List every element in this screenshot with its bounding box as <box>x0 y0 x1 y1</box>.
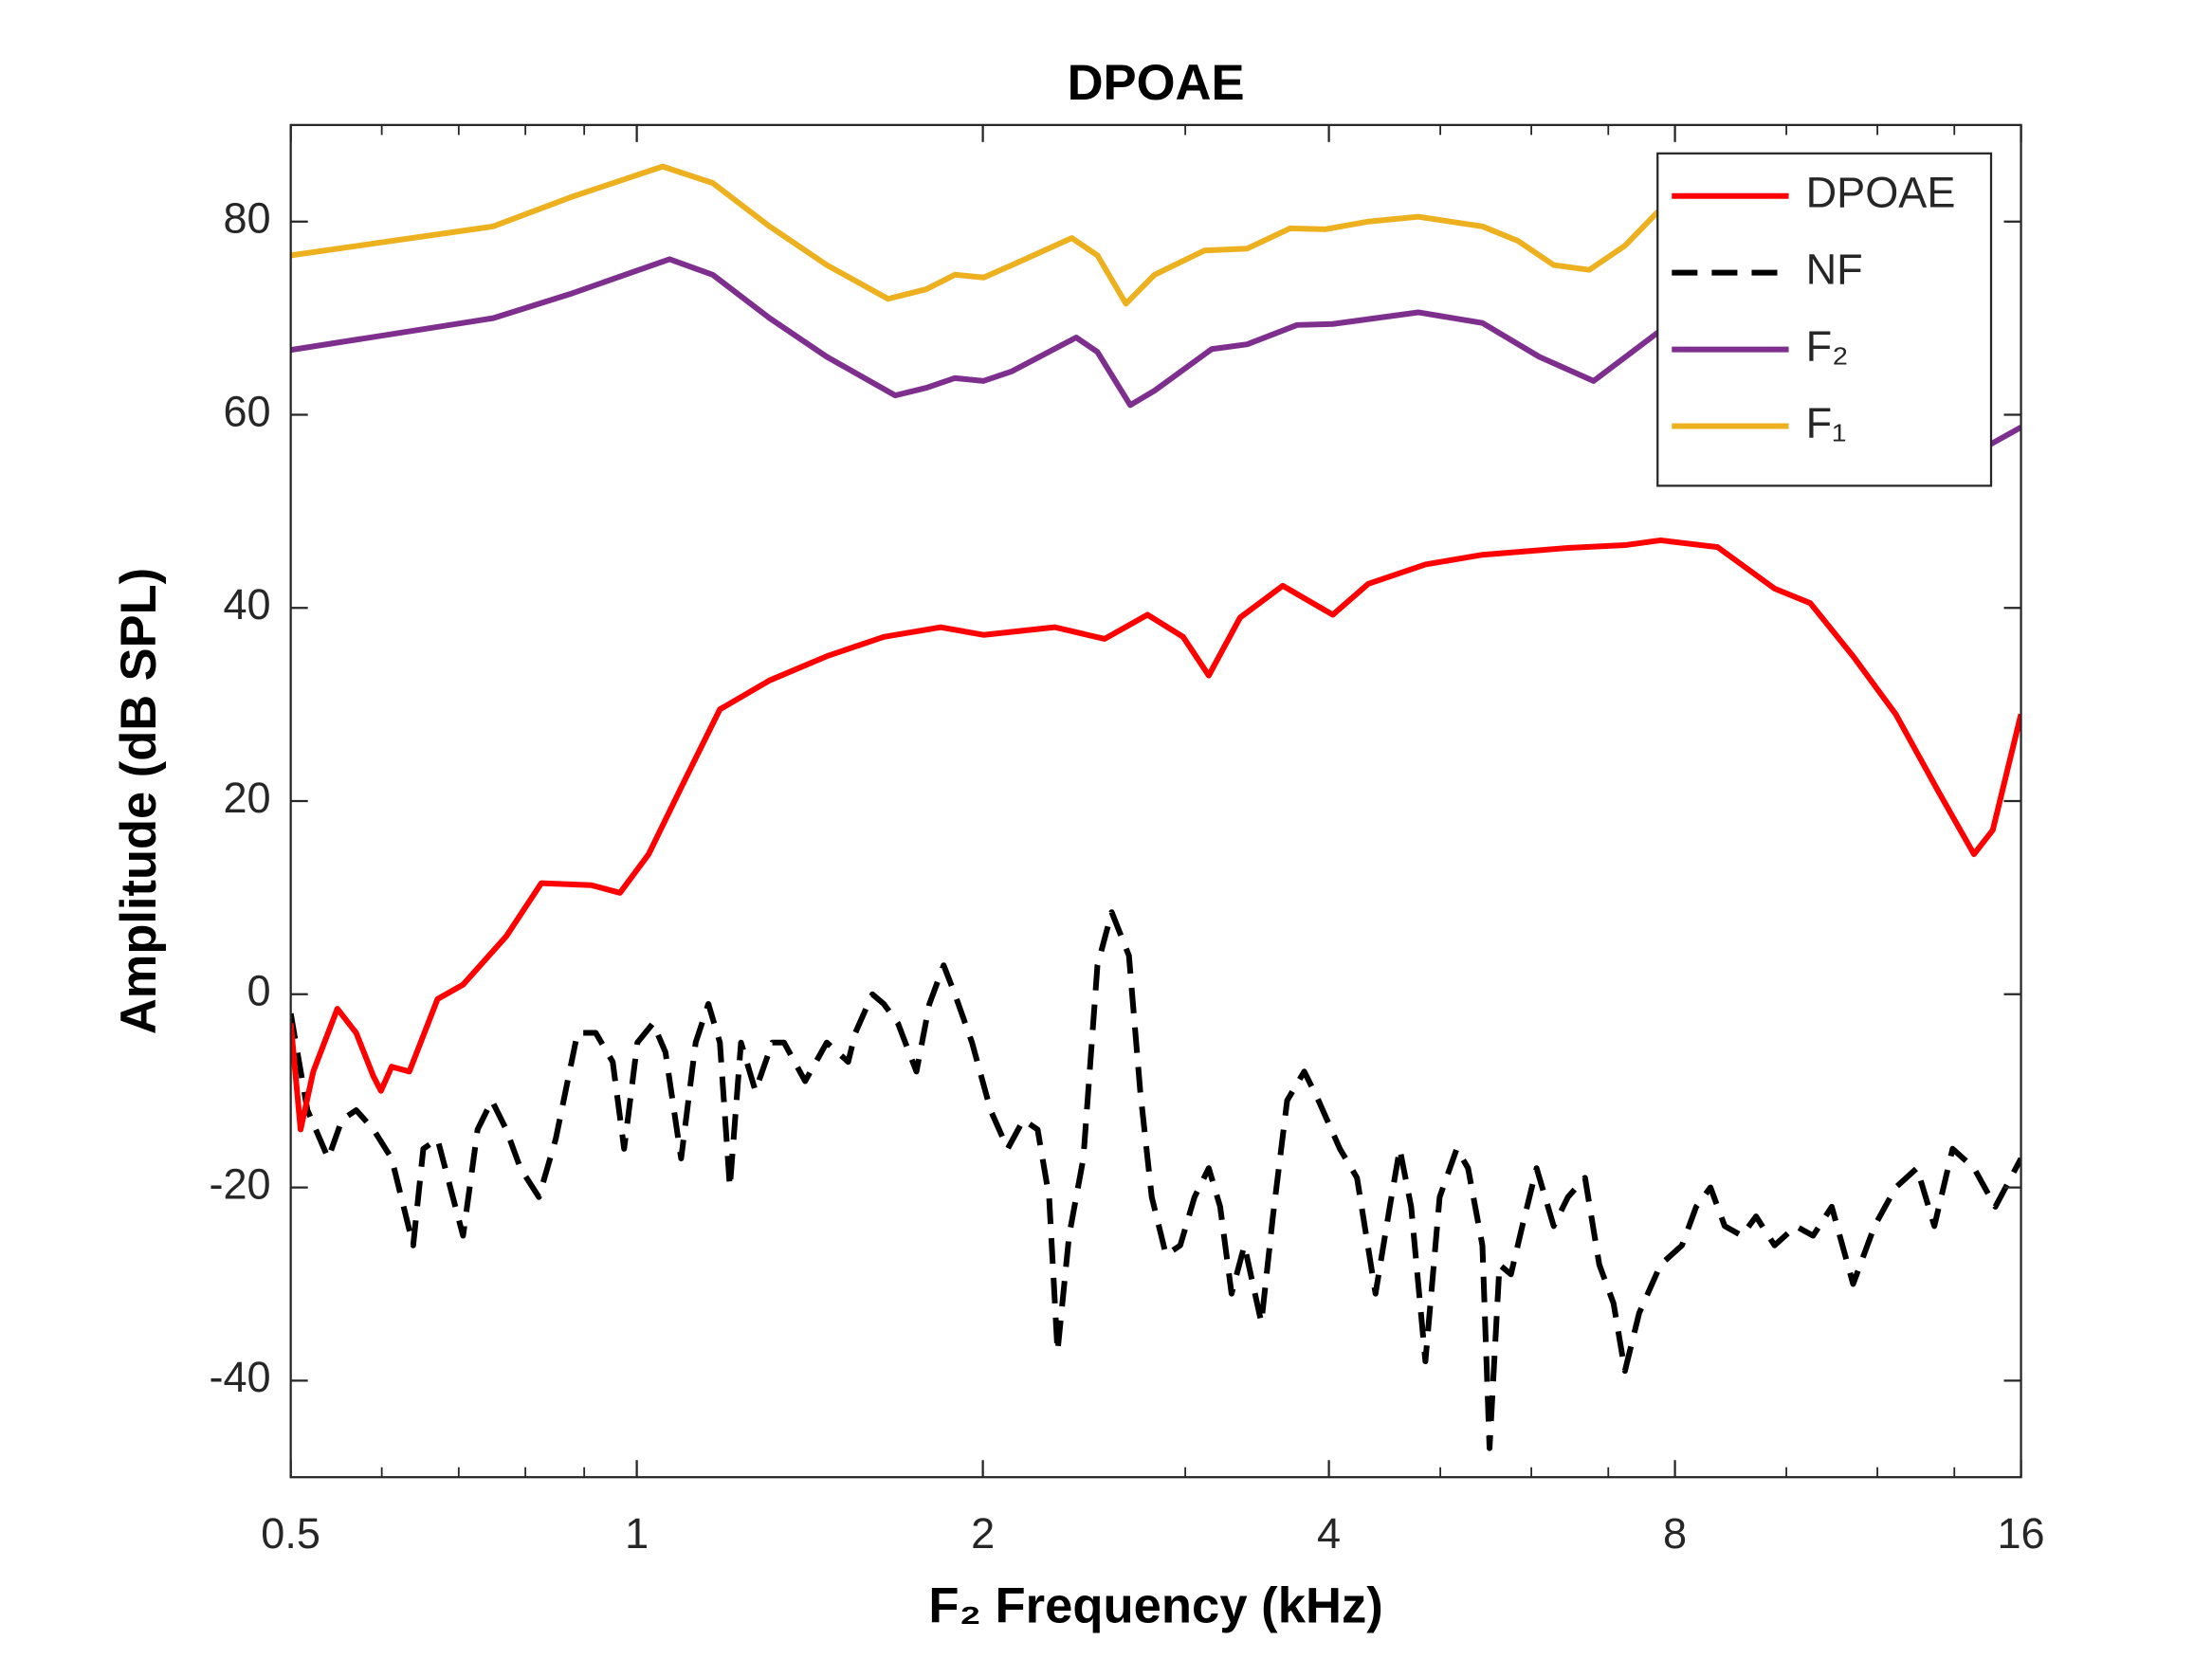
y-tick-label: -20 <box>209 1160 270 1209</box>
series-line <box>290 163 1969 359</box>
x-tick-label: 4 <box>1317 1509 1341 1558</box>
y-tick-label: 20 <box>223 774 270 822</box>
y-tick-label: -40 <box>209 1353 270 1401</box>
legend-label: NF <box>1806 246 1863 294</box>
x-tick-label: 16 <box>1997 1509 2044 1558</box>
legend-label: F₁ <box>1806 398 1847 447</box>
x-axis-label: F₂ Frequency (kHz) <box>928 1577 1382 1633</box>
x-tick-label: 2 <box>971 1509 995 1558</box>
y-tick-label: 80 <box>223 194 270 243</box>
chart-title: DPOAE <box>1068 55 1245 111</box>
y-tick-label: 0 <box>247 967 271 1015</box>
x-tick-label: 0.5 <box>261 1509 320 1558</box>
legend-box <box>1656 152 1993 487</box>
x-tick-label: 1 <box>625 1509 649 1558</box>
y-axis-label: Amplitude (dB SPL) <box>111 568 167 1034</box>
series-line <box>290 909 2021 1451</box>
y-tick-label: 60 <box>223 387 270 435</box>
legend-label: F₂ <box>1806 322 1849 371</box>
y-tick-label: 40 <box>223 580 270 629</box>
series-line <box>290 537 2021 1133</box>
legend-label: DPOAE <box>1806 169 1956 217</box>
x-tick-label: 8 <box>1663 1509 1687 1558</box>
plot-lines <box>290 163 2021 1451</box>
